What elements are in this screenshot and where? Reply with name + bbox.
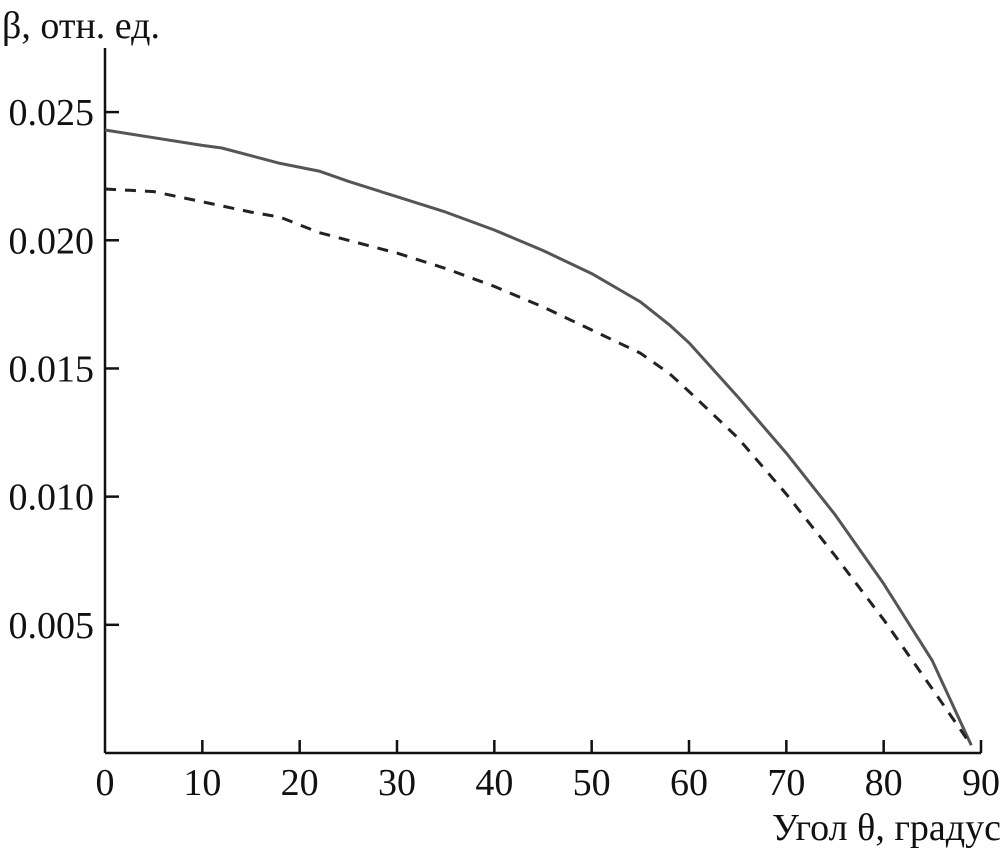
y-tick-label: 0.025 [9,92,95,134]
y-tick-label: 0.010 [9,477,95,519]
ticks: 0 10 20 30 40 50 60 70 80 90 0.005 0.010 0.015 0.020 0… [9,92,1001,804]
x-tick-label: 40 [475,762,513,804]
x-tick-label: 20 [281,762,319,804]
x-tick-label: 0 [96,762,115,804]
x-tick-label: 10 [183,762,221,804]
y-tick-label: 0.005 [9,605,95,647]
x-axis-label: Угол θ, градус [772,807,1001,849]
x-tick-label: 60 [670,762,708,804]
axes [103,48,981,755]
series-line-dashed [104,187,973,747]
series [104,128,973,747]
series-line-solid [104,128,973,746]
y-tick-label: 0.020 [9,220,95,262]
x-tick-label: 90 [962,762,1000,804]
y-axis-label: β, отн. ед. [2,5,160,47]
x-tick-label: 50 [573,762,611,804]
x-tick-label: 70 [767,762,805,804]
x-tick-label: 30 [378,762,416,804]
x-tick-label: 80 [865,762,903,804]
y-tick-label: 0.015 [9,348,95,390]
